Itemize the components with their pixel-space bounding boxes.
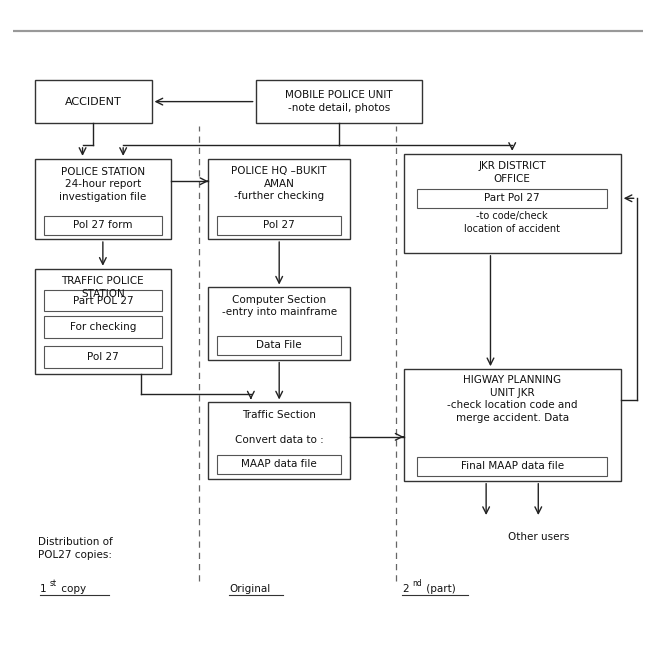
Text: MOBILE POLICE UNIT
-note detail, photos: MOBILE POLICE UNIT -note detail, photos bbox=[285, 90, 393, 112]
Text: Data File: Data File bbox=[256, 340, 302, 350]
Text: HIGWAY PLANNING
UNIT JKR
-check location code and
merge accident. Data: HIGWAY PLANNING UNIT JKR -check location… bbox=[447, 375, 577, 422]
Bar bbox=[403, 369, 621, 481]
Bar bbox=[35, 269, 171, 374]
Text: copy: copy bbox=[58, 585, 87, 594]
Text: Pol 27: Pol 27 bbox=[87, 352, 119, 362]
Text: (part): (part) bbox=[423, 585, 456, 594]
Bar bbox=[209, 288, 350, 360]
Text: Traffic Section

Convert data to :: Traffic Section Convert data to : bbox=[235, 410, 323, 445]
Text: nd: nd bbox=[413, 579, 422, 588]
Bar bbox=[44, 216, 162, 235]
Bar bbox=[35, 159, 171, 239]
Bar bbox=[44, 317, 162, 337]
Text: POLICE HQ –BUKIT
AMAN
-further checking: POLICE HQ –BUKIT AMAN -further checking bbox=[232, 166, 327, 201]
Bar bbox=[209, 159, 350, 239]
Text: Part Pol 27: Part Pol 27 bbox=[484, 194, 540, 203]
Text: MAAP data file: MAAP data file bbox=[241, 460, 317, 470]
Text: Pol 27: Pol 27 bbox=[263, 220, 295, 230]
Text: POLICE STATION
24-hour report
investigation file: POLICE STATION 24-hour report investigat… bbox=[59, 167, 146, 201]
Text: Distribution of
POL27 copies:: Distribution of POL27 copies: bbox=[38, 538, 113, 560]
Bar bbox=[256, 80, 422, 123]
Text: Other users: Other users bbox=[508, 532, 569, 542]
Bar bbox=[217, 216, 341, 235]
Bar bbox=[209, 402, 350, 479]
Text: Part POL 27: Part POL 27 bbox=[73, 296, 133, 305]
Bar bbox=[217, 455, 341, 474]
Bar bbox=[403, 154, 621, 253]
Bar bbox=[417, 189, 607, 208]
Text: Original: Original bbox=[229, 585, 270, 594]
Text: TRAFFIC POLICE
STATION: TRAFFIC POLICE STATION bbox=[62, 276, 144, 298]
Text: Pol 27 form: Pol 27 form bbox=[73, 220, 133, 230]
Text: For checking: For checking bbox=[70, 322, 136, 332]
Text: 1: 1 bbox=[39, 585, 46, 594]
Bar bbox=[417, 457, 607, 476]
Text: Final MAAP data file: Final MAAP data file bbox=[461, 461, 564, 472]
Bar bbox=[44, 290, 162, 311]
Bar bbox=[44, 347, 162, 368]
Text: JKR DISTRICT
OFFICE: JKR DISTRICT OFFICE bbox=[478, 162, 546, 184]
Bar bbox=[217, 336, 341, 354]
Text: ACCIDENT: ACCIDENT bbox=[65, 97, 122, 107]
Text: st: st bbox=[50, 579, 57, 588]
Bar bbox=[35, 80, 152, 123]
Text: 2: 2 bbox=[402, 585, 409, 594]
Text: -to code/check
location of accident: -to code/check location of accident bbox=[464, 211, 560, 234]
Text: Computer Section
-entry into mainframe: Computer Section -entry into mainframe bbox=[222, 295, 337, 317]
